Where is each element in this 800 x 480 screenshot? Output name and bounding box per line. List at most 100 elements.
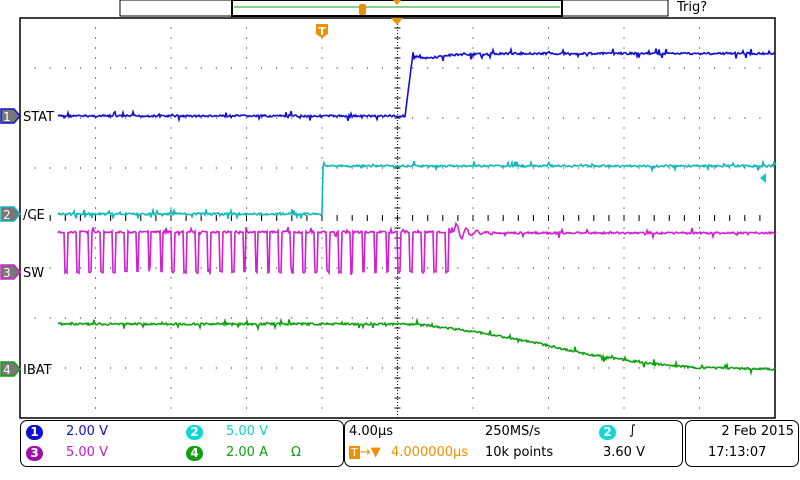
zoom-window <box>231 0 563 17</box>
grid-dot <box>412 67 414 69</box>
ch1-marker-number: 1 <box>3 110 11 124</box>
grid-dot <box>276 117 278 119</box>
grid-dot <box>246 77 247 79</box>
grid-dot <box>95 167 96 169</box>
grid-dot <box>170 17 172 19</box>
grid-dot <box>246 257 247 259</box>
ch4-label: IBAT <box>23 363 52 378</box>
grid-dot <box>95 267 96 269</box>
grid-dot <box>321 407 323 409</box>
timebase-panel[interactable]: 4.00µs T →▼ 4.000000µs 250MS/s 10k points… <box>344 420 683 467</box>
grid-dot <box>699 347 700 349</box>
grid-dot <box>95 157 96 159</box>
grid-dot <box>95 47 96 49</box>
grid-dot <box>623 17 625 19</box>
grid-dot <box>668 317 670 319</box>
grid-dot <box>95 67 96 69</box>
grid-dot <box>699 297 700 299</box>
grid-dot <box>246 67 247 69</box>
ch3-scale: 5.00 V <box>66 445 108 460</box>
grid-dot <box>623 37 625 39</box>
grid-dot <box>623 97 625 99</box>
grid-dot <box>95 397 96 399</box>
grid-dot <box>699 107 700 109</box>
grid-dot <box>170 157 172 159</box>
grid-dot <box>95 17 96 19</box>
grid-dot <box>548 197 549 199</box>
grid-dot <box>261 67 263 69</box>
grid-dot <box>246 417 247 419</box>
ch1-ground-marker-icon <box>0 108 21 124</box>
grid-dot <box>140 167 142 169</box>
grid-dot <box>79 267 81 269</box>
grid-dot <box>744 117 746 119</box>
grid-dot <box>351 117 353 119</box>
grid-dot <box>699 407 700 409</box>
grid-dot <box>246 157 247 159</box>
grid-dot <box>200 67 202 69</box>
grid-dot <box>548 47 549 49</box>
grid-dot <box>321 87 323 89</box>
grid-dot <box>548 67 549 69</box>
grid-dot <box>49 67 51 69</box>
grid-dot <box>548 307 549 309</box>
grid-dot <box>502 367 504 369</box>
grid-dot <box>200 117 202 119</box>
grid-dot <box>306 67 308 69</box>
grid-dot <box>261 267 263 269</box>
grid-dot <box>668 67 670 69</box>
grid-dot <box>321 77 323 79</box>
ch1-badge[interactable]: 1 <box>26 425 43 440</box>
grid-dot <box>457 67 459 69</box>
ch2-badge[interactable]: 2 <box>186 425 203 440</box>
grid-dot <box>170 287 172 289</box>
ch3-badge[interactable]: 3 <box>26 446 43 461</box>
grid-dot <box>699 307 700 309</box>
grid-dot <box>638 317 640 319</box>
grid-dot <box>321 417 323 419</box>
grid-dot <box>759 317 761 319</box>
grid-dot <box>472 297 474 299</box>
grid-dot <box>321 227 323 229</box>
grid-dot <box>351 367 353 369</box>
grid-dot <box>170 397 172 399</box>
grid-dot <box>623 367 625 369</box>
grid-dot <box>95 257 96 259</box>
grid-dot <box>246 327 247 329</box>
grid-dot <box>472 67 474 69</box>
grid-dot <box>215 117 217 119</box>
grid-dot <box>472 17 474 19</box>
ch4-scale: 2.00 A <box>226 445 268 460</box>
grid-dot <box>321 327 323 329</box>
grid-dot <box>472 47 474 49</box>
grid-dot <box>683 117 685 119</box>
ch2-marker-number: 2 <box>3 208 11 222</box>
grid-dot <box>246 17 247 19</box>
grid-dot <box>578 367 580 369</box>
grid-dot <box>653 117 655 119</box>
grid-dot <box>699 77 700 79</box>
trigger-source-badge[interactable]: 2 <box>599 425 616 440</box>
grid-dot <box>366 367 368 369</box>
grid-dot <box>155 367 157 369</box>
grid-dot <box>548 27 549 29</box>
channel-scale-panel[interactable]: 1 2.00 V 3 5.00 V 2 5.00 V 4 2.00 A Ω <box>20 420 344 467</box>
grid-dot <box>623 377 625 379</box>
grid-dot <box>170 27 172 29</box>
grid-dot <box>246 337 247 339</box>
grid-dot <box>321 127 323 129</box>
grid-dot <box>246 347 247 349</box>
ch4-badge[interactable]: 4 <box>186 446 203 461</box>
grid-dot <box>472 237 474 239</box>
grid-dot <box>246 57 247 59</box>
grid-dot <box>563 117 565 119</box>
grid-dot <box>261 117 263 119</box>
grid-dot <box>472 327 474 329</box>
grid-dot <box>200 167 202 169</box>
grid-dot <box>472 127 474 129</box>
grid-dot <box>548 257 549 259</box>
time-per-div: 4.00µs <box>349 424 393 439</box>
grid-dot <box>276 67 278 69</box>
grid-dot <box>487 117 489 119</box>
grid-dot <box>472 277 474 279</box>
